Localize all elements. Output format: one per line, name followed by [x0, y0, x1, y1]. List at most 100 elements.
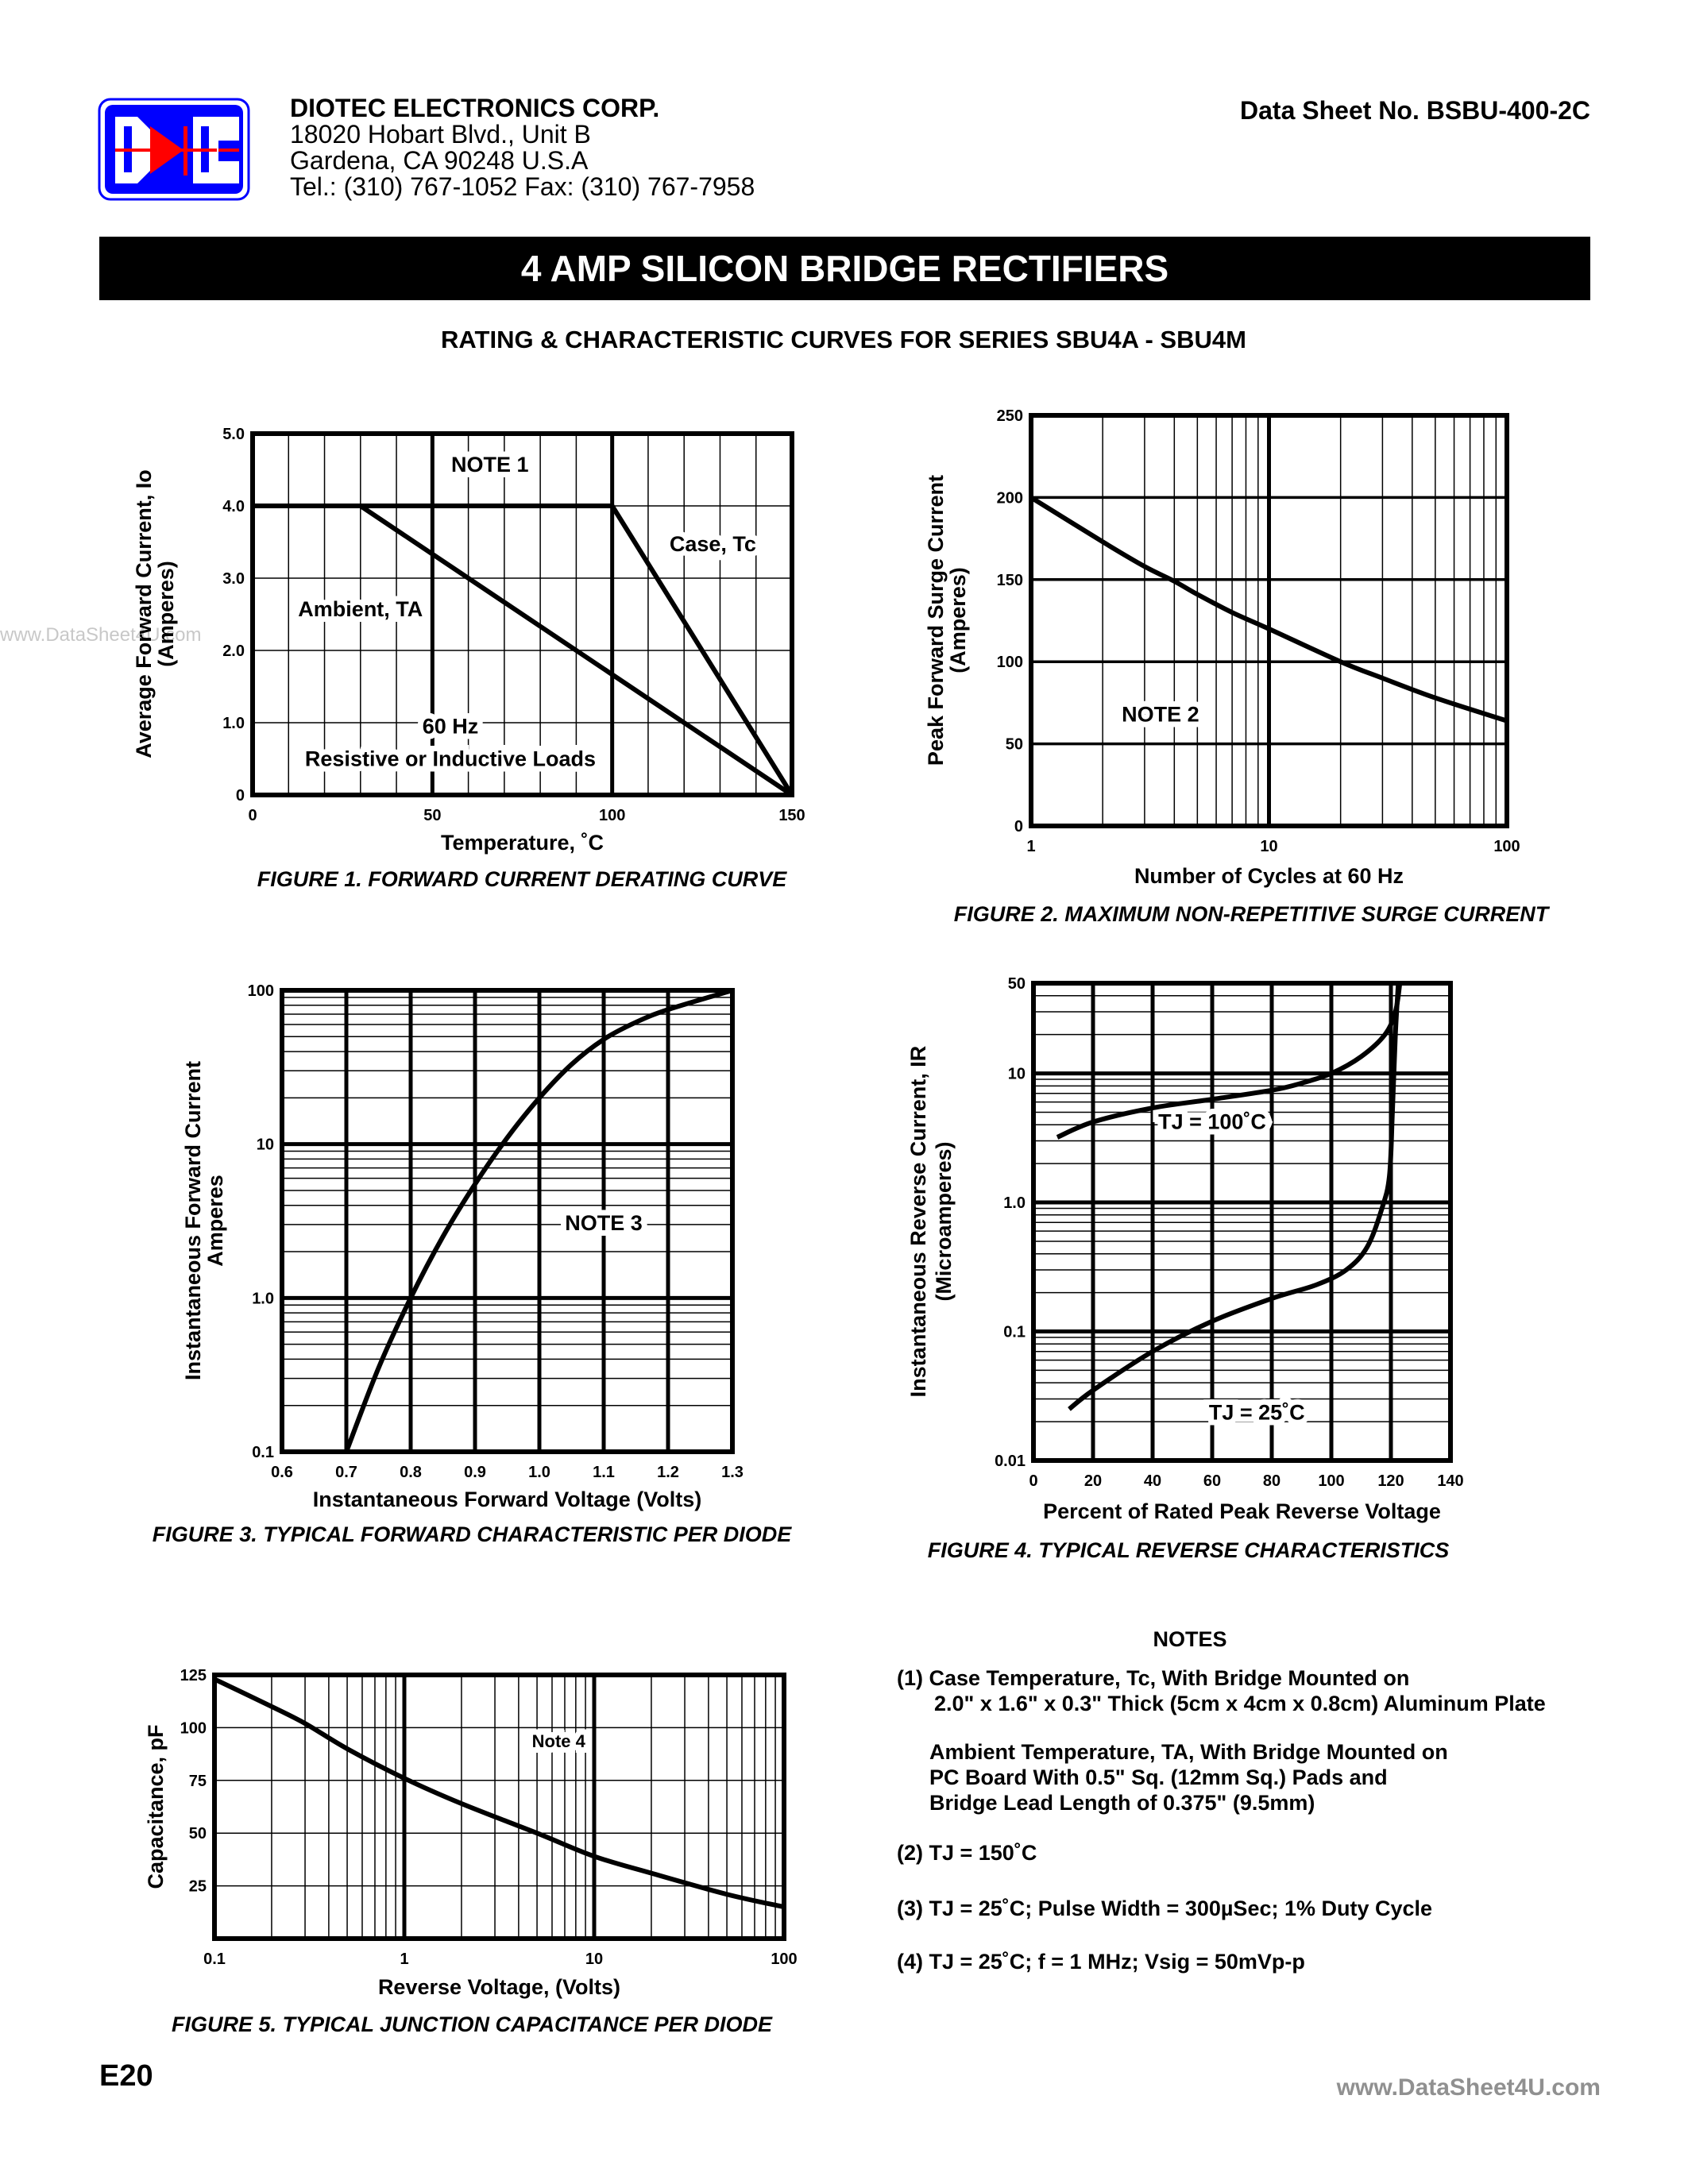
- note-1-line-1: (1) Case Temperature, Tc, With Bridge Mo…: [897, 1666, 1410, 1690]
- page-number: E20: [99, 2059, 153, 2093]
- series-line-1: [1056, 982, 1403, 1140]
- x-tick-label: 100: [1493, 838, 1520, 855]
- note-1-line-2: 2.0" x 1.6" x 0.3" Thick (5cm x 4cm x 0.…: [934, 1692, 1546, 1715]
- y-axis-label: (Amperes): [154, 561, 178, 667]
- y-tick-label: 0.1: [1003, 1324, 1026, 1341]
- datasheet-number: Data Sheet No. BSBU-400-2C: [1240, 96, 1590, 125]
- company-address-1: 18020 Hobart Blvd., Unit B: [290, 120, 591, 149]
- chart-annotation: 60 Hz: [423, 714, 479, 738]
- chart-annotation: TJ = 25˚C: [1209, 1400, 1305, 1424]
- x-axis-label: Temperature, ˚C: [441, 831, 604, 855]
- y-axis-label: Capacitance, pF: [144, 1724, 168, 1889]
- chart-annotation: Ambient, TA: [298, 597, 423, 621]
- x-tick-label: 1.0: [528, 1464, 550, 1481]
- y-tick-label: 50: [1008, 975, 1026, 993]
- y-tick-label: 200: [997, 489, 1023, 507]
- x-tick-label: 100: [1318, 1472, 1344, 1490]
- grid: [212, 1675, 784, 1939]
- y-tick-label: 4.0: [222, 498, 245, 515]
- y-tick-label: 10: [1008, 1066, 1026, 1083]
- y-tick-label: 50: [1006, 736, 1023, 754]
- chart-annotation: Resistive or Inductive Loads: [305, 747, 596, 770]
- figure-5-caption: FIGURE 5. TYPICAL JUNCTION CAPACITANCE P…: [171, 2012, 773, 2036]
- x-tick-label: 0.1: [203, 1951, 226, 1968]
- company-phone-fax: Tel.: (310) 767-1052 Fax: (310) 767-7958: [290, 172, 755, 201]
- x-tick-label: 10: [585, 1951, 603, 1968]
- plot-frame: [1029, 413, 1509, 828]
- plot-frame: [1031, 981, 1453, 1463]
- x-tick-label: 80: [1263, 1472, 1280, 1490]
- figure-3-chart: NOTE 3 0.6 0.7 0.8 0.9 1.0 1.1 1.2 1.3 0.1 1.0 10 10…: [181, 982, 744, 1511]
- y-tick-label: 100: [997, 654, 1023, 671]
- chart-annotation: Note 4: [532, 1731, 586, 1751]
- title-banner: 4 AMP SILICON BRIDGE RECTIFIERS: [99, 237, 1590, 300]
- note-1-line-4: PC Board With 0.5" Sq. (12mm Sq.) Pads a…: [929, 1765, 1388, 1789]
- x-tick-label: 60: [1203, 1472, 1221, 1490]
- chart-annotation: TJ = 100˚C: [1158, 1110, 1266, 1134]
- figure-5-chart: Note 4 0.1 1 10 100 25 50 75 100 125 Reverse Volta…: [144, 1667, 798, 1999]
- y-tick-label: 100: [180, 1719, 207, 1737]
- x-tick-label: 0: [1029, 1472, 1037, 1490]
- watermark-left: www.DataSheet4U.com: [0, 624, 202, 646]
- y-tick-label: 0.1: [252, 1444, 274, 1461]
- x-tick-label: 20: [1084, 1472, 1102, 1490]
- x-tick-label: 0.9: [464, 1464, 486, 1481]
- chart-annotation: NOTE 2: [1122, 703, 1199, 727]
- y-tick-label: 0: [1014, 818, 1023, 835]
- note-1-line-3: Ambient Temperature, TA, With Bridge Mou…: [929, 1740, 1448, 1764]
- y-axis-label: Peak Forward Surge Current: [924, 475, 948, 766]
- company-address-2: Gardena, CA 90248 U.S.A: [290, 146, 589, 175]
- y-axis-label: (Microamperes): [932, 1141, 956, 1301]
- page-title: 4 AMP SILICON BRIDGE RECTIFIERS: [520, 248, 1169, 289]
- y-axis-label: Instantaneous Reverse Current, IR: [906, 1046, 930, 1398]
- x-tick-label: 100: [599, 807, 625, 824]
- series-line-1: [1029, 495, 1508, 723]
- y-tick-label: 3.0: [222, 570, 245, 588]
- x-axis-label: Number of Cycles at 60 Hz: [1134, 864, 1404, 888]
- series-line-2: [1068, 982, 1401, 1411]
- note-4: (4) TJ = 25˚C; f = 1 MHz; Vsig = 50mVp-p: [897, 1950, 1305, 1974]
- watermark-right: www.DataSheet4U.com: [1336, 2074, 1601, 2101]
- x-axis-label: Percent of Rated Peak Reverse Voltage: [1043, 1499, 1441, 1523]
- x-tick-label: 50: [423, 807, 441, 824]
- y-tick-label: 25: [189, 1878, 207, 1896]
- x-tick-label: 1: [1026, 838, 1035, 855]
- figure-3-caption: FIGURE 3. TYPICAL FORWARD CHARACTERISTIC…: [152, 1522, 792, 1546]
- series-line-1: [213, 1677, 785, 1910]
- note-1-line-5: Bridge Lead Length of 0.375" (9.5mm): [929, 1791, 1315, 1815]
- x-axis-label: Reverse Voltage, (Volts): [378, 1975, 620, 1999]
- x-tick-label: 10: [1260, 838, 1277, 855]
- y-tick-label: 125: [180, 1667, 207, 1684]
- y-axis-label: Instantaneous Forward Current: [181, 1061, 205, 1380]
- x-tick-label: 1.1: [593, 1464, 615, 1481]
- y-tick-label: 1.0: [252, 1290, 274, 1307]
- x-tick-label: 1: [400, 1951, 408, 1968]
- figure-4-caption: FIGURE 4. TYPICAL REVERSE CHARACTERISTIC…: [927, 1538, 1450, 1562]
- series-line-2: [253, 504, 794, 797]
- diotec-logo: [98, 98, 250, 201]
- y-tick-label: 0.01: [995, 1453, 1026, 1470]
- y-axis-label: (Amperes): [946, 567, 970, 673]
- x-tick-label: 140: [1437, 1472, 1463, 1490]
- x-axis-label: Instantaneous Forward Voltage (Volts): [313, 1488, 702, 1511]
- page-subtitle: RATING & CHARACTERISTIC CURVES FOR SERIE…: [441, 326, 1246, 353]
- x-tick-label: 150: [778, 807, 805, 824]
- y-axis-label: Average Forward Current, Io: [132, 469, 156, 758]
- y-tick-label: 100: [248, 982, 274, 1000]
- y-axis-label: Amperes: [203, 1175, 227, 1267]
- y-tick-label: 50: [189, 1825, 207, 1843]
- x-tick-label: 1.3: [721, 1464, 744, 1481]
- x-tick-label: 0: [248, 807, 257, 824]
- figure-4-chart: TJ = 100˚C TJ = 25˚C 0 20 40 60 80 100 120 140 0.0…: [906, 975, 1464, 1523]
- figure-2-caption: FIGURE 2. MAXIMUM NON-REPETITIVE SURGE C…: [953, 902, 1549, 926]
- y-tick-label: 10: [257, 1136, 274, 1154]
- grid: [1029, 415, 1507, 826]
- plot-frame: [280, 988, 735, 1454]
- y-tick-label: 75: [189, 1773, 207, 1790]
- plot-frame: [250, 431, 794, 797]
- notes-heading: NOTES: [1153, 1627, 1227, 1651]
- x-tick-label: 1.2: [657, 1464, 679, 1481]
- x-tick-label: 40: [1144, 1472, 1161, 1490]
